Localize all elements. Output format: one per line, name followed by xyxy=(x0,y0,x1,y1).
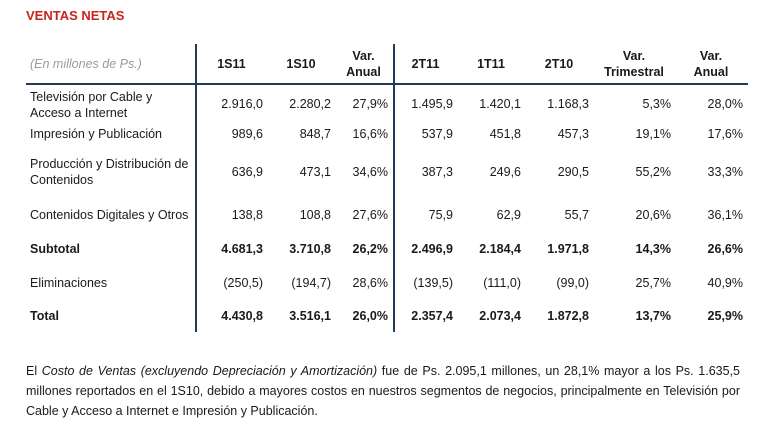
table-row: Contenidos Digitales y Otros 138,8 108,8 27… xyxy=(26,198,748,232)
value-cell: 387,3 xyxy=(421,165,453,179)
value-cell: 1.168,3 xyxy=(547,96,589,111)
value-cell: 17,6% xyxy=(707,127,743,141)
row-label: Impresión y Publicación xyxy=(26,122,197,146)
value-cell: 28,0% xyxy=(707,96,743,111)
row-label: Producción y Distribución de Contenidos xyxy=(26,146,197,198)
value-cell: 55,2% xyxy=(635,165,671,179)
value-cell: 1.971,8 xyxy=(547,242,589,256)
row-label: Subtotal xyxy=(26,232,197,266)
value-cell: 473,1 xyxy=(299,165,331,179)
value-cell: 537,9 xyxy=(421,127,453,141)
value-cell: 2.073,4 xyxy=(479,308,521,323)
value-cell: 14,3% xyxy=(635,242,671,256)
value-cell: 33,3% xyxy=(707,165,743,179)
header-cell: 1S10 xyxy=(268,44,336,85)
value-cell: 2.184,4 xyxy=(479,242,521,256)
row-label: Televisión por Cable y Acceso a Internet xyxy=(26,84,197,122)
value-cell: (111,0) xyxy=(483,275,521,290)
table-header-row: (En millones de Ps.) 1S11 1S10 Var. Anual… xyxy=(26,44,748,85)
value-cell: 55,7 xyxy=(564,208,589,222)
value-cell: 848,7 xyxy=(299,127,331,141)
value-cell: 25,7% xyxy=(635,275,671,290)
value-cell: 26,6% xyxy=(707,242,743,256)
value-cell: 28,6% xyxy=(336,266,395,299)
value-cell: 13,7% xyxy=(635,308,671,323)
value-cell: 20,6% xyxy=(635,208,671,222)
value-cell: 34,6% xyxy=(336,146,395,198)
value-cell: 40,9% xyxy=(707,275,743,290)
value-cell: 3.710,8 xyxy=(289,242,331,256)
value-cell: 5,3% xyxy=(642,96,672,111)
paragraph-prefix: El xyxy=(26,364,42,378)
value-cell: 75,9 xyxy=(428,208,453,222)
header-cell: 1T11 xyxy=(458,44,526,85)
table-row: Subtotal 4.681,3 3.710,8 26,2% 2.496,9 2.184,… xyxy=(26,232,748,266)
value-cell: 4.430,8 xyxy=(221,308,263,323)
value-cell: 2.357,4 xyxy=(411,308,453,323)
row-label: Total xyxy=(26,299,197,332)
paragraph-text: fue de Ps. 2.095,1 millones, un 28,1% ma… xyxy=(26,364,740,418)
value-cell: (99,0) xyxy=(556,275,589,290)
value-cell: 62,9 xyxy=(496,208,521,222)
value-cell: 108,8 xyxy=(299,208,331,222)
value-cell: 27,6% xyxy=(336,198,395,232)
value-cell: 26,0% xyxy=(336,299,395,332)
header-cell: 1S11 xyxy=(196,44,268,85)
value-cell: 138,8 xyxy=(231,208,263,222)
unit-label: (En millones de Ps.) xyxy=(26,44,197,85)
value-cell: (194,7) xyxy=(291,275,331,290)
paragraph-emphasis: Costo de Ventas (excluyendo Depreciación… xyxy=(41,364,378,378)
header-cell: 2T10 xyxy=(526,44,594,85)
header-cell: Var. Anual xyxy=(676,44,748,85)
value-cell: 451,8 xyxy=(489,127,521,141)
table-row: Eliminaciones (250,5) (194,7) 28,6% (139,5) (… xyxy=(26,266,748,299)
value-cell: 2.496,9 xyxy=(411,242,453,256)
net-sales-table: (En millones de Ps.) 1S11 1S10 Var. Anual… xyxy=(26,44,748,332)
value-cell: 2.280,2 xyxy=(289,96,331,111)
value-cell: 1.495,9 xyxy=(411,96,453,111)
value-cell: 457,3 xyxy=(557,127,589,141)
value-cell: 19,1% xyxy=(635,127,671,141)
value-cell: 636,9 xyxy=(231,165,263,179)
value-cell: 989,6 xyxy=(231,127,263,141)
value-cell: 1.872,8 xyxy=(547,308,589,323)
value-cell: 3.516,1 xyxy=(289,308,331,323)
value-cell: 27,9% xyxy=(336,84,395,122)
value-cell: 25,9% xyxy=(707,308,743,323)
value-cell: 249,6 xyxy=(489,165,521,179)
table-row: Televisión por Cable y Acceso a Internet… xyxy=(26,84,748,122)
value-cell: (139,5) xyxy=(413,275,453,290)
value-cell: 26,2% xyxy=(336,232,395,266)
value-cell: 2.916,0 xyxy=(221,96,263,111)
value-cell: 290,5 xyxy=(557,165,589,179)
row-label: Eliminaciones xyxy=(26,266,197,299)
value-cell: (250,5) xyxy=(223,275,263,290)
value-cell: 36,1% xyxy=(707,208,743,222)
table-row: Producción y Distribución de Contenidos 6… xyxy=(26,146,748,198)
table-row: Impresión y Publicación 989,6 848,7 16,6% 53… xyxy=(26,122,748,146)
value-cell: 1.420,1 xyxy=(479,96,521,111)
value-cell: 16,6% xyxy=(336,122,395,146)
value-cell: 4.681,3 xyxy=(221,242,263,256)
row-label: Contenidos Digitales y Otros xyxy=(26,198,197,232)
cost-of-sales-paragraph: El Costo de Ventas (excluyendo Depreciac… xyxy=(26,361,740,421)
header-cell: Var. Trimestral xyxy=(594,44,676,85)
section-title: VENTAS NETAS xyxy=(26,8,125,23)
header-cell: 2T11 xyxy=(394,44,458,85)
table-row: Total 4.430,8 3.516,1 26,0% 2.357,4 2.073,4 1.… xyxy=(26,299,748,332)
header-cell: Var. Anual xyxy=(336,44,395,85)
